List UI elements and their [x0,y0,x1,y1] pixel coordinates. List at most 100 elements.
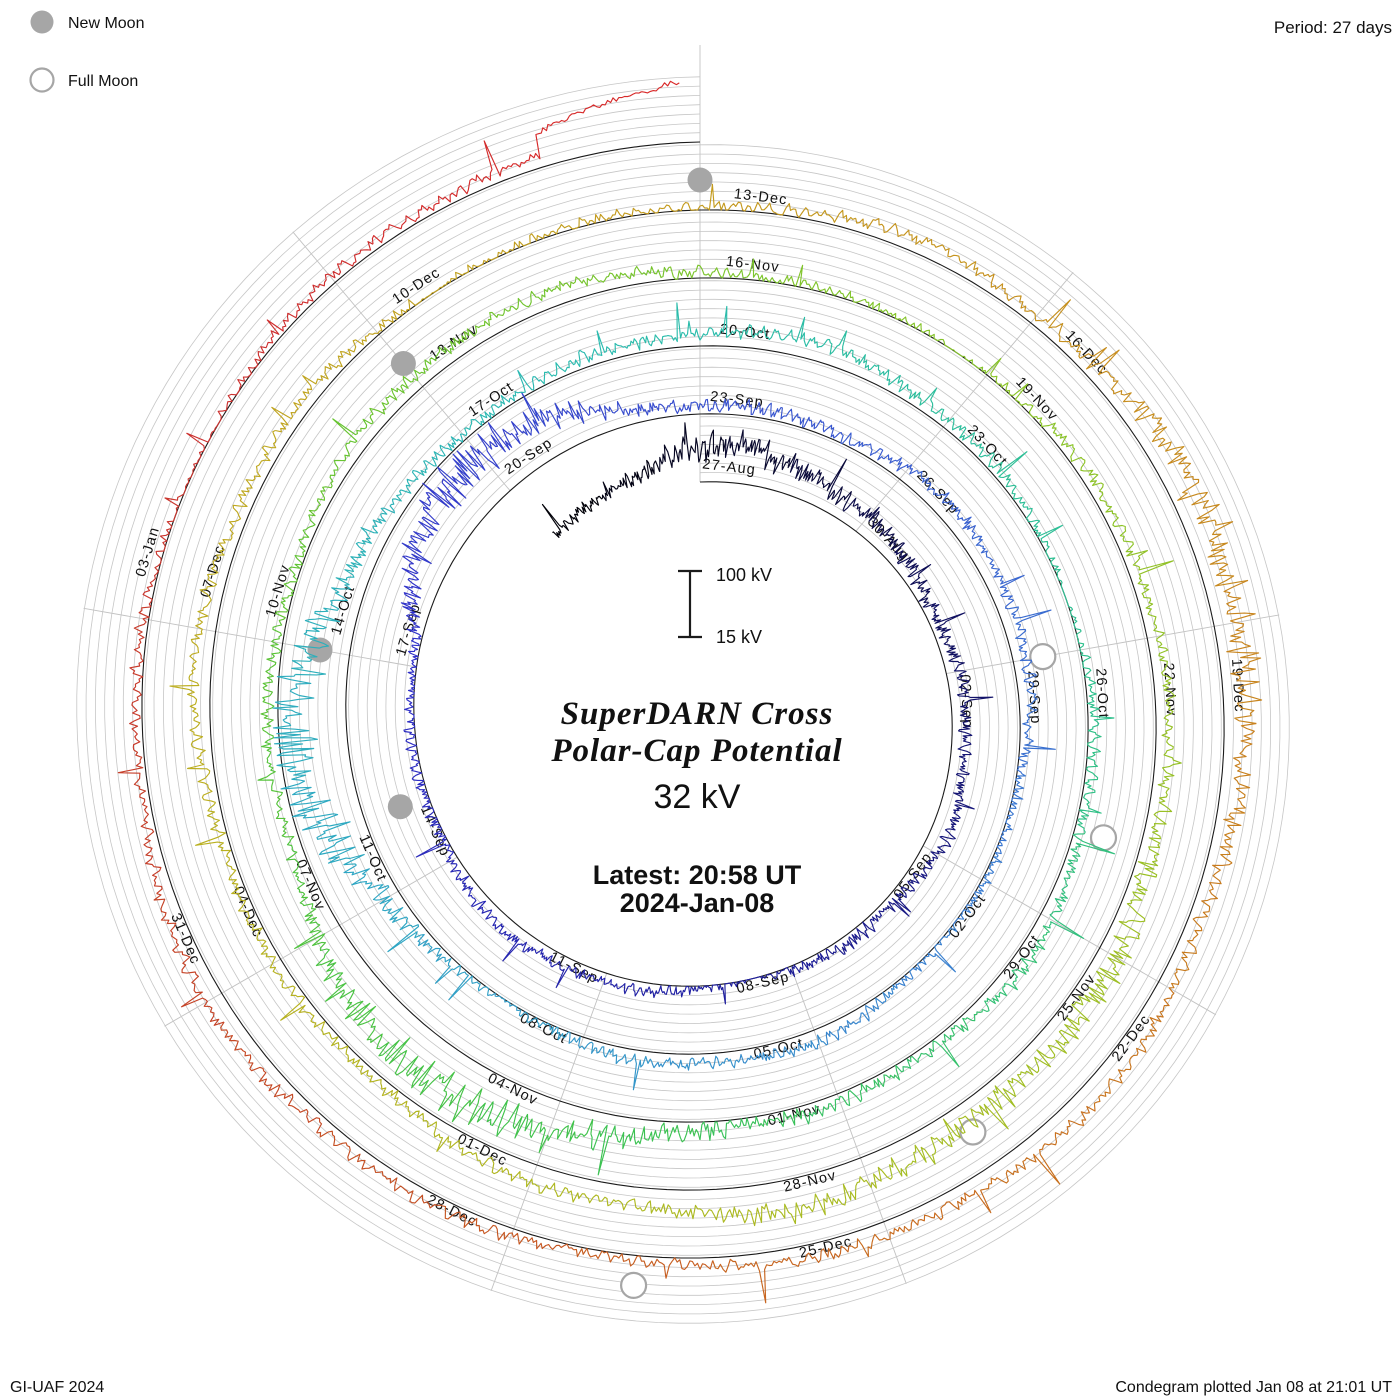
potential-trace-segment [601,459,661,502]
potential-trace-segment [1070,452,1134,557]
potential-trace-segment [257,731,295,840]
potential-trace-segment [365,264,474,338]
potential-trace-segment [994,773,1026,855]
scale-bar-glyph [678,569,702,639]
date-label: 10-Dec [390,265,444,308]
potential-trace-segment [825,984,898,1045]
period-label: Period: 27 days [1274,18,1392,37]
potential-trace-segment [437,421,524,487]
potential-trace-segment [1008,606,1052,691]
potential-trace-segment [409,1110,521,1182]
spiral-gridline [113,113,1253,1287]
potential-trace-segment [895,1009,983,1073]
baseline-spiral [141,141,1225,1259]
date-label: 11-Sep [547,949,601,987]
potential-trace-segment [316,1130,441,1209]
potential-trace-segment [129,606,151,751]
potential-trace-segment [315,948,383,1050]
spiral-gridline [76,76,1290,1324]
potential-trace-segment [651,1055,741,1071]
date-label: 13-Dec [733,186,788,208]
potential-trace-segment [925,602,966,666]
potential-trace-segment [449,859,497,920]
potential-trace-segment [472,217,596,267]
potential-trace-segment [878,861,933,917]
potential-trace-segment [685,398,765,416]
new-moon-marker [390,351,416,376]
potential-trace-segment [260,622,283,733]
date-label: 08-Sep [735,969,791,997]
full-moon-marker [619,1271,648,1300]
chart-title-line2: Polar-Cap Potential [550,733,842,769]
potential-trace-segment [153,893,225,1026]
date-label: 27-Aug [701,456,756,478]
potential-trace-segment [415,791,455,863]
potential-trace-segment [400,555,422,647]
potential-trace-segment [492,917,553,968]
potential-trace-segment [220,1021,323,1134]
potential-trace-segment [953,665,994,733]
potential-trace-segment [982,925,1050,1013]
potential-trace-segment [988,451,1063,541]
potential-trace-segment [622,982,695,999]
date-label: 20-Sep [502,435,556,478]
date-label: 16-Nov [725,254,780,276]
potential-trace-segment [926,799,975,865]
radial-gridline [83,607,417,668]
potential-trace-segment [369,340,457,423]
potential-trace-segment [770,1166,893,1225]
legend: New Moon Full Moon [29,10,144,93]
date-label: 13-Nov [427,321,481,364]
potential-trace-segment [991,1016,1090,1110]
potential-trace-segment [693,976,763,1005]
potential-trace-segment [291,584,351,676]
potential-trace-segment [952,731,973,802]
potential-trace-segment [271,336,367,433]
potential-trace-segment [392,433,464,502]
potential-trace-segment [195,802,250,925]
potential-trace-segment [629,302,728,351]
potential-trace-segment [842,497,904,551]
condegram-spiral: 27-Aug30-Aug02-Sep05-Sep08-Sep11-Sep14-S… [76,45,1290,1324]
latest-time-label: Latest: 20:58 UT [593,860,802,890]
potential-trace-segment [895,924,958,989]
new-moon-marker [307,637,333,663]
potential-trace-segment [789,453,852,511]
potential-trace-segment [551,960,624,990]
potential-trace-segment [404,645,419,721]
potential-trace-segment [1223,579,1263,725]
potential-trace-segment [1042,831,1116,939]
credit-label: GI-UAF 2024 [10,1379,104,1396]
full-moon-marker [959,1118,987,1146]
potential-trace-segment [1126,550,1174,669]
current-value: 32 kV [654,778,741,816]
potential-trace-segment [802,1065,901,1125]
potential-trace-segment [568,1031,653,1091]
potential-trace-segment [659,422,727,472]
potential-trace-segment [641,80,680,94]
potential-trace-segment [1040,540,1082,632]
potential-trace-segment [971,531,1025,610]
potential-trace-segment [272,674,318,780]
potential-trace-segment [1077,730,1102,833]
potential-trace-segment [952,852,1003,925]
potential-trace-segment [1071,902,1146,1022]
new-moon-legend-label: New Moon [68,15,144,32]
potential-trace-segment [761,952,830,980]
potential-trace-segment [699,1108,804,1141]
potential-trace-segment [343,864,422,953]
potential-trace-segment [1157,667,1182,790]
potential-trace-segment [590,1122,701,1176]
potential-trace-segment [186,344,268,471]
potential-trace-segment [1167,452,1249,587]
potential-trace-segment [487,992,569,1041]
chart-title-line1: SuperDARN Cross [561,696,834,732]
potential-trace-segment [500,91,642,171]
potential-trace-segment [189,549,225,676]
potential-trace-segment [1076,630,1115,732]
potential-trace-segment [739,1034,828,1064]
potential-trace-segment [1093,987,1175,1108]
potential-trace-segment [908,387,994,458]
